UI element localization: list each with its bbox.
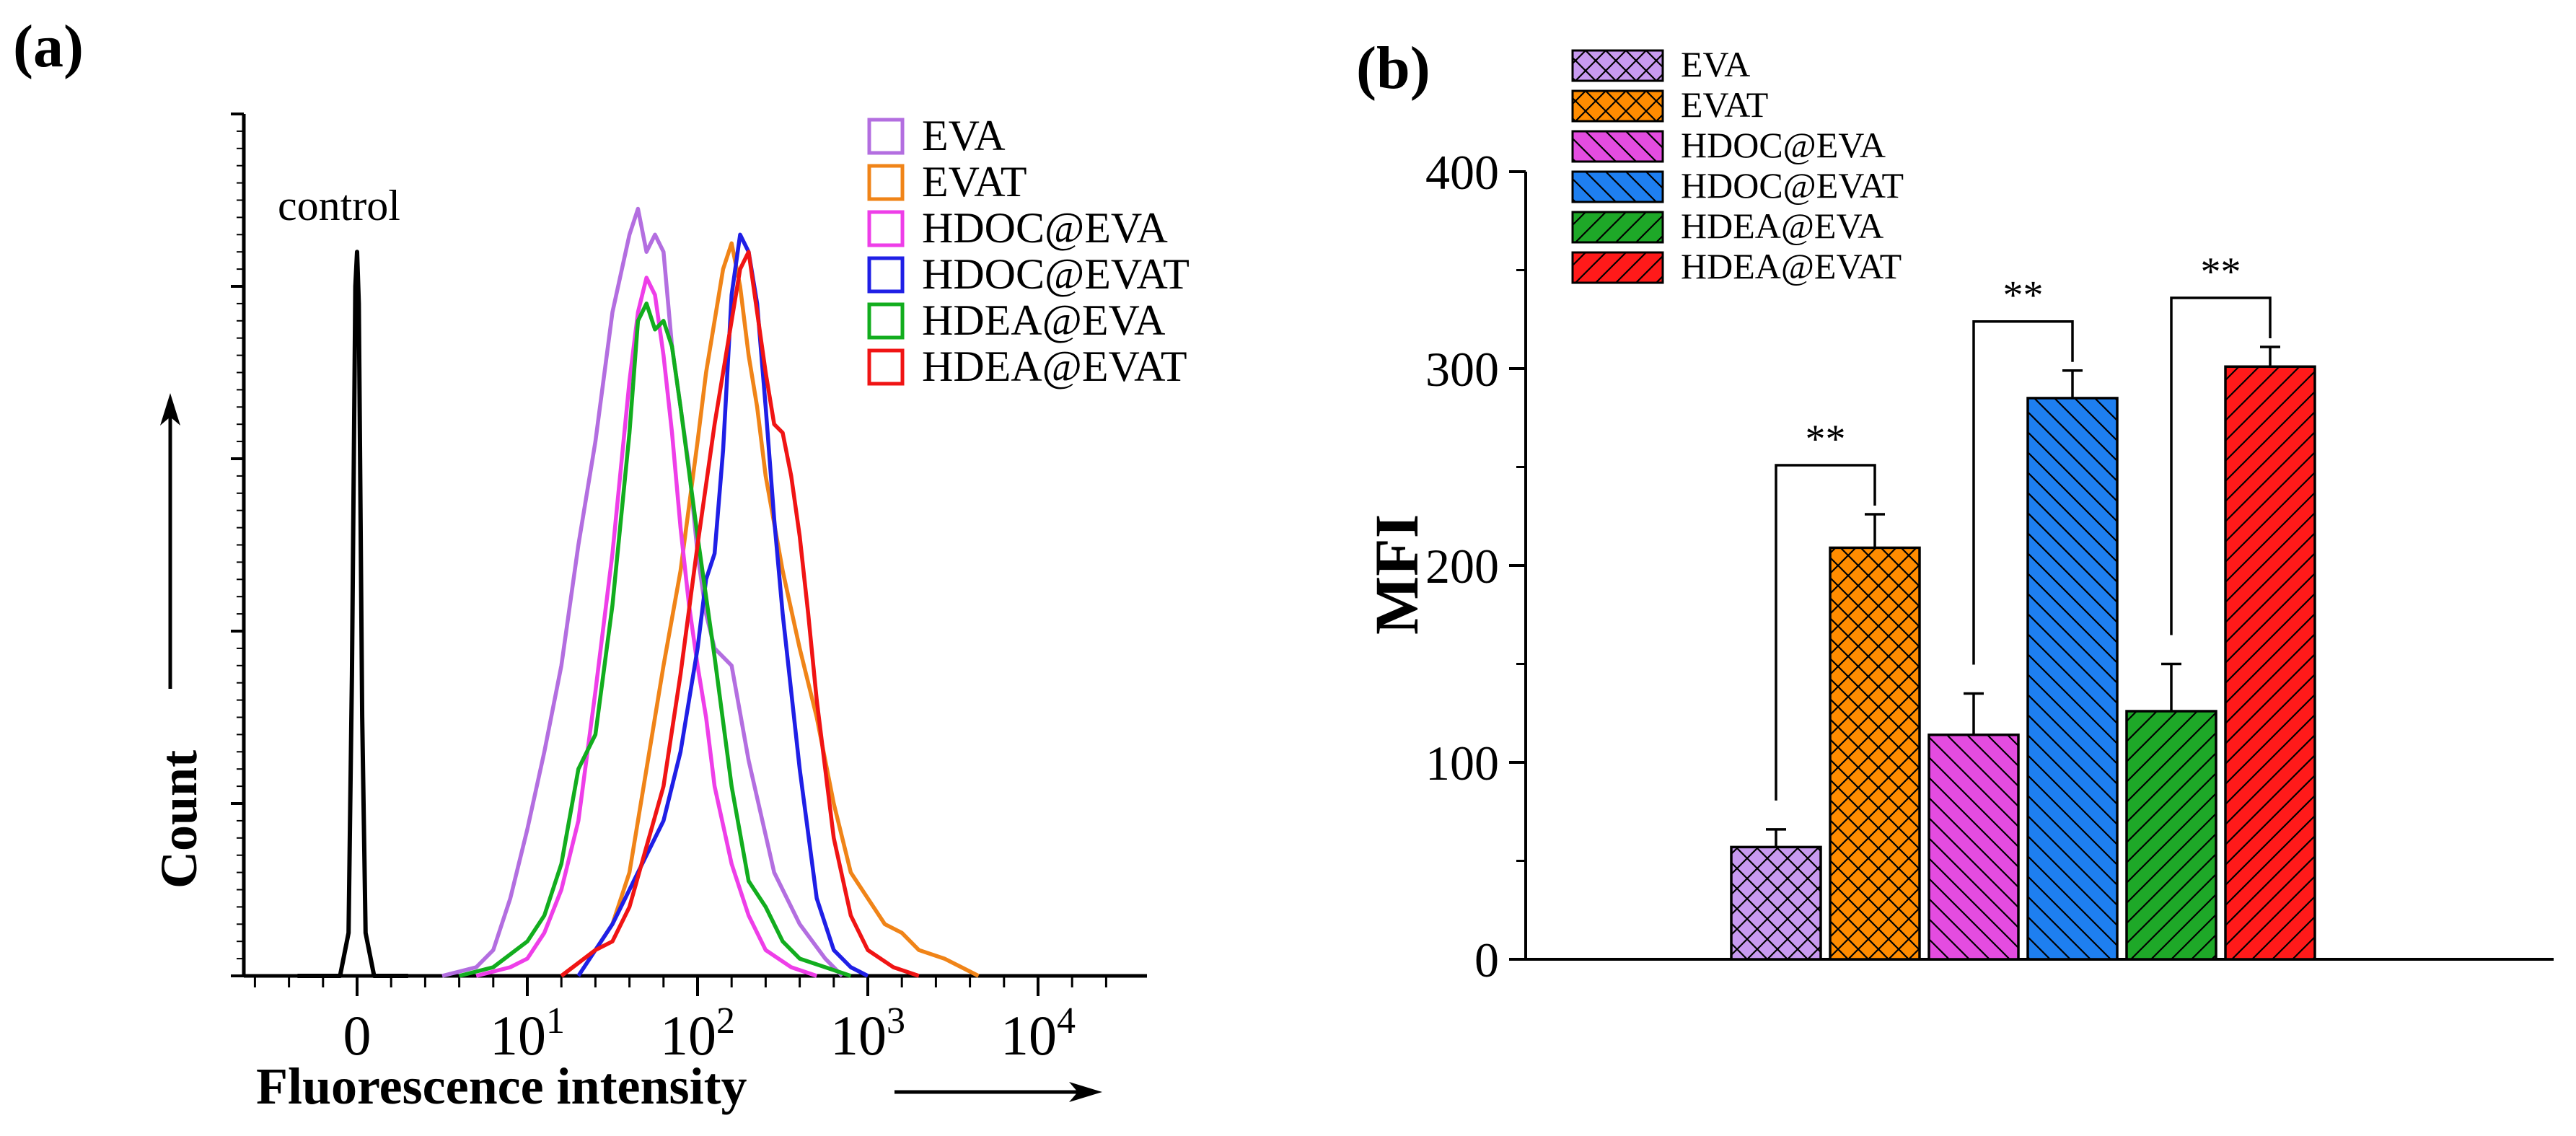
bracket-line: [1775, 464, 1876, 801]
legend-label: EVAT: [922, 158, 1027, 206]
legend-swatch: [867, 118, 905, 155]
significance-bracket-3: **: [2170, 250, 2272, 635]
bar-y-tick-label: 200: [1425, 539, 1499, 594]
bar-legend-label: HDOC@EVAT: [1681, 165, 1904, 206]
bar-legend-label: EVA: [1681, 44, 1750, 84]
panel-label-a: (a): [13, 13, 84, 80]
histogram-x-tick-label: 102: [660, 1000, 735, 1067]
bar-legend-swatch: [1571, 211, 1664, 244]
curve-evat: [560, 241, 980, 978]
significance-bracket-1: **: [1775, 417, 1876, 801]
bar-y-tick-label: 400: [1425, 145, 1499, 200]
histogram-curves: [297, 206, 980, 978]
legend-label: HDEA@EVAT: [922, 343, 1187, 390]
bars: [1730, 345, 2316, 961]
bar-legend: EVAEVATHDOC@EVAHDOC@EVATHDEA@EVAHDEA@EVA…: [1571, 44, 1904, 286]
histogram-x-arrow-head: [1069, 1082, 1102, 1102]
significance-label: **: [2003, 273, 2044, 318]
curve-eva: [441, 206, 844, 978]
bar-legend-swatch: [1571, 251, 1664, 284]
histogram-x-title: Fluorescence intensity: [256, 1057, 1102, 1115]
bar-legend-swatch: [1571, 89, 1664, 123]
bar-legend-item-hdoc-at-evat: HDOC@EVAT: [1571, 165, 1904, 206]
curve-hdea-at-eva: [458, 301, 852, 978]
histogram-x-tick-label: 103: [830, 1000, 905, 1067]
panel-label-b: (b): [1356, 35, 1430, 102]
histogram-x-tick-labels: 0 101 102 103 104: [343, 1000, 1076, 1067]
curve-hdoc-at-eva: [475, 276, 818, 978]
bar-y-ticks: 0 100 200 300 400: [1425, 145, 1526, 987]
bar-legend-swatch: [1571, 49, 1664, 82]
legend-swatch: [867, 164, 905, 201]
bar-hdoc-at-eva: [1927, 734, 2020, 961]
legend-item-hdea-at-eva: HDEA@EVA: [867, 296, 1165, 344]
legend-item-hdea-at-evat: HDEA@EVAT: [867, 343, 1187, 390]
significance-label: **: [2201, 250, 2241, 294]
control-annotation: control: [278, 182, 400, 229]
legend-label: HDOC@EVA: [922, 204, 1168, 252]
histogram-y-title: Count: [150, 393, 208, 889]
bracket-line: [1972, 320, 2074, 665]
bar-legend-swatch: [1571, 170, 1664, 203]
histogram-y-axis-label: Count: [150, 750, 208, 889]
histogram-x-tick-label: 101: [490, 1000, 565, 1067]
legend-item-hdoc-at-evat: HDOC@EVAT: [867, 250, 1190, 298]
legend-label: EVA: [922, 112, 1006, 159]
bar-y-tick-label: 100: [1425, 736, 1499, 791]
bar-y-axis-label: MFI: [1362, 514, 1431, 635]
curve-control: [297, 250, 408, 978]
significance-bracket-2: **: [1972, 273, 2074, 665]
legend-item-hdoc-at-eva: HDOC@EVA: [867, 204, 1168, 252]
bar-hdea-at-eva: [2125, 710, 2217, 961]
legend-label: HDEA@EVA: [922, 296, 1165, 344]
bar-hdoc-at-evat: [2026, 397, 2119, 961]
bar-eva: [1730, 845, 1822, 961]
bar-legend-item-evat: EVAT: [1571, 84, 1768, 125]
significance-label: **: [1806, 417, 1846, 462]
bar-legend-label: EVAT: [1681, 84, 1768, 125]
histogram-y-ticks: [231, 113, 244, 977]
legend-swatch: [867, 302, 905, 340]
legend-swatch: [867, 256, 905, 294]
bar-y-tick-label: 0: [1474, 933, 1499, 987]
histogram-y-arrow-head: [160, 393, 180, 426]
bar-legend-label: HDEA@EVAT: [1681, 246, 1902, 286]
bar-hdea-at-evat: [2224, 365, 2316, 961]
curve-hdoc-at-evat: [576, 232, 869, 978]
bracket-line: [2170, 296, 2272, 635]
histogram-x-ticks: [253, 976, 1107, 996]
histogram-panel: (a) 0 101 102 103 104 control EVAEVATHDOC@EV…: [13, 13, 1190, 1115]
bar-legend-item-eva: EVA: [1571, 44, 1750, 84]
legend-item-evat: EVAT: [867, 158, 1027, 206]
curve-hdea-at-evat: [560, 250, 920, 978]
histogram-x-axis-label: Fluorescence intensity: [256, 1057, 747, 1115]
legend-swatch: [867, 210, 905, 247]
bar-legend-item-hdea-at-evat: HDEA@EVAT: [1571, 246, 1902, 286]
histogram-legend: EVAEVATHDOC@EVAHDOC@EVATHDEA@EVAHDEA@EVA…: [867, 112, 1190, 390]
significance-brackets: ** ** **: [1775, 250, 2272, 801]
bar-legend-swatch: [1571, 130, 1664, 163]
bar-legend-label: HDOC@EVA: [1681, 125, 1886, 165]
legend-item-eva: EVA: [867, 112, 1006, 159]
bar-y-tick-label: 300: [1425, 342, 1499, 397]
legend-swatch: [867, 348, 905, 386]
histogram-x-tick-label: 104: [1001, 1000, 1076, 1067]
bar-evat: [1829, 546, 1921, 961]
histogram-x-tick-label: 0: [343, 1004, 372, 1067]
bar-legend-label: HDEA@EVA: [1681, 206, 1883, 246]
bar-legend-item-hdoc-at-eva: HDOC@EVA: [1571, 125, 1886, 165]
legend-label: HDOC@EVAT: [922, 250, 1190, 298]
bar-legend-item-hdea-at-eva: HDEA@EVA: [1571, 206, 1883, 246]
